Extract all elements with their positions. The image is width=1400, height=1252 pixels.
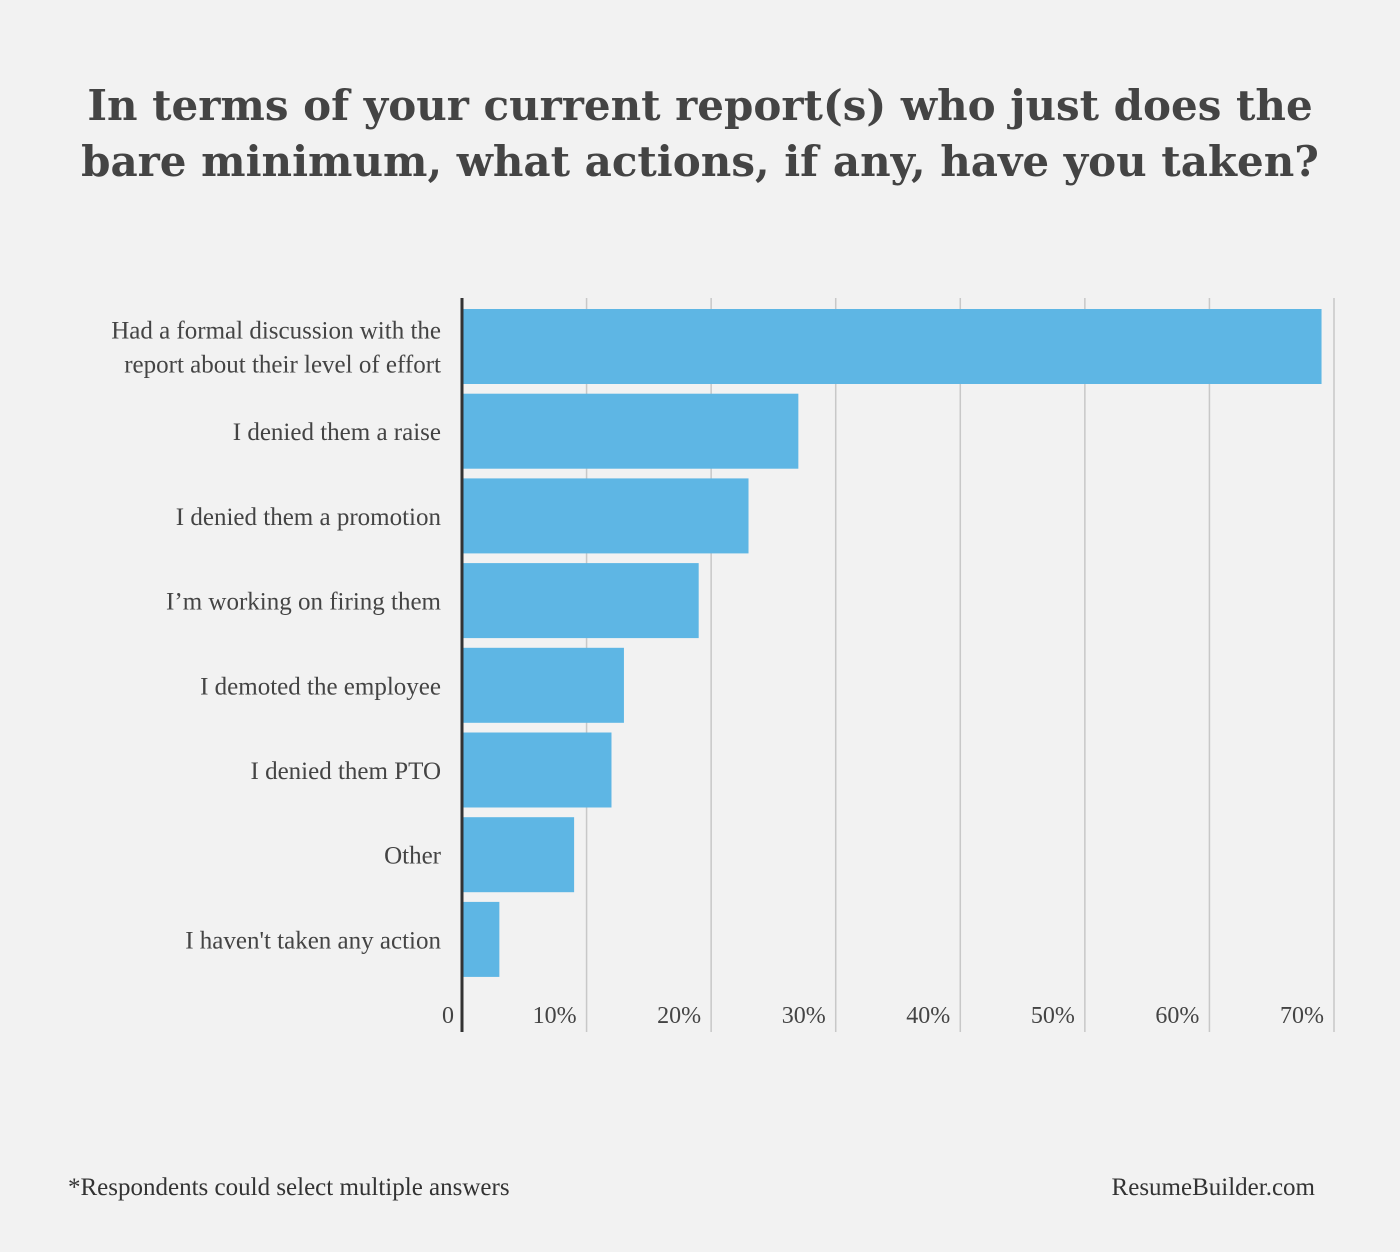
- bar-6: [462, 732, 612, 808]
- category-label-2: I denied them a raise: [233, 419, 441, 446]
- category-label-6: I denied them PTO: [251, 758, 441, 785]
- category-label-1-line-1: Had a formal discussion with the: [111, 318, 441, 345]
- bar-2: [462, 393, 799, 469]
- bar-1: [462, 309, 1322, 384]
- tick-label-30: 30%: [782, 1003, 826, 1029]
- bar-5: [462, 647, 624, 723]
- bar-4: [462, 563, 699, 639]
- tick-label-60: 60%: [1155, 1003, 1199, 1029]
- footnote: *Respondents could select multiple answe…: [68, 1174, 510, 1201]
- source-credit: ResumeBuilder.com: [1111, 1174, 1315, 1201]
- category-label-5: I demoted the employee: [200, 673, 441, 700]
- category-label-1-line-2: report about their level of effort: [124, 352, 441, 379]
- tick-label-20: 20%: [657, 1003, 701, 1029]
- category-labels: Had a formal discussion with the report a…: [111, 318, 441, 955]
- tick-label-10: 10%: [533, 1003, 577, 1029]
- tick-label-0: 0: [442, 1003, 454, 1029]
- bar-7: [462, 817, 575, 893]
- tick-label-50: 50%: [1031, 1003, 1075, 1029]
- bars: [462, 309, 1322, 977]
- bar-3: [462, 478, 749, 554]
- category-label-7: Other: [384, 843, 442, 870]
- bar-8: [462, 901, 500, 977]
- category-label-3: I denied them a promotion: [176, 504, 442, 531]
- tick-label-70: 70%: [1280, 1003, 1324, 1029]
- tick-label-40: 40%: [906, 1003, 950, 1029]
- category-label-8: I haven't taken any action: [185, 927, 441, 954]
- x-tick-labels: 0 10% 20% 30% 40% 50% 60% 70%: [442, 1003, 1324, 1029]
- category-label-4: I’m working on firing them: [166, 589, 442, 616]
- chart-title: In terms of your current report(s) who j…: [81, 81, 1319, 186]
